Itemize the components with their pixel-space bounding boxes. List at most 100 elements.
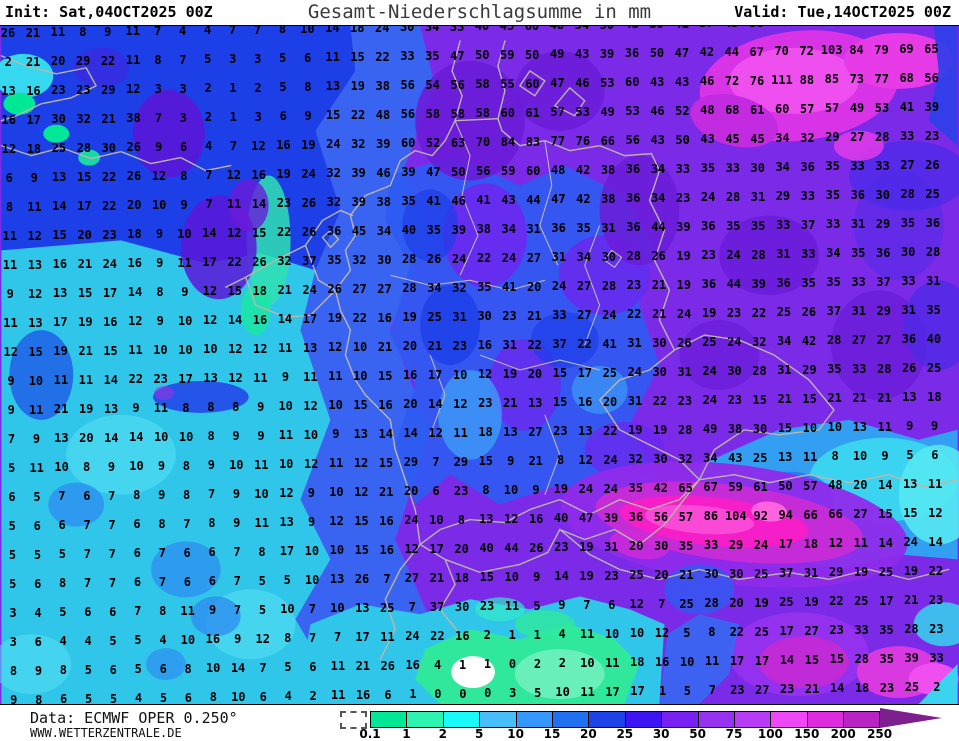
grid-value: 28 bbox=[677, 422, 693, 437]
grid-value: 50 bbox=[778, 479, 793, 494]
grid-value: 5 bbox=[33, 547, 42, 562]
scale-tick-label: 30 bbox=[652, 727, 670, 741]
grid-value: 10 bbox=[304, 543, 320, 558]
grid-value: 9 bbox=[181, 284, 189, 299]
grid-value: 21 bbox=[651, 277, 667, 292]
grid-value: 34 bbox=[775, 131, 790, 146]
grid-value: 2 bbox=[933, 680, 941, 695]
grid-value: 21 bbox=[427, 339, 443, 354]
grid-value: 12 bbox=[226, 167, 242, 182]
grid-value: 39 bbox=[351, 166, 366, 181]
grid-value: 66 bbox=[803, 507, 818, 522]
grid-value: 26 bbox=[0, 26, 16, 40]
grid-value: 6 bbox=[608, 597, 616, 612]
grid-value: 23 bbox=[102, 227, 117, 242]
grid-value: 4 bbox=[204, 139, 213, 154]
grid-value: 26 bbox=[529, 540, 544, 555]
grid-value: 3 bbox=[179, 81, 187, 96]
grid-value: 44 bbox=[724, 44, 740, 59]
grid-value: 7 bbox=[205, 168, 213, 183]
grid-value: 31 bbox=[677, 364, 692, 379]
grid-value: 11 bbox=[78, 372, 94, 387]
grid-value: 49 bbox=[600, 104, 615, 119]
grid-value: 39 bbox=[401, 165, 416, 180]
grid-value: 1 bbox=[458, 657, 467, 672]
grid-value: 19 bbox=[579, 568, 594, 583]
grid-value: 14 bbox=[129, 430, 144, 445]
grid-value: 37 bbox=[552, 337, 567, 352]
grid-value: 21 bbox=[651, 306, 667, 321]
grid-value: 21 bbox=[429, 571, 445, 586]
grid-value: 33 bbox=[852, 362, 867, 377]
grid-value: 30 bbox=[652, 335, 667, 350]
grid-value: 0 bbox=[459, 686, 467, 701]
grid-value: 8 bbox=[831, 449, 839, 464]
grid-value: 4 bbox=[434, 658, 442, 673]
grid-value: 53 bbox=[625, 104, 640, 119]
grid-value: 19 bbox=[701, 306, 717, 321]
grid-value: 16 bbox=[26, 83, 41, 98]
grid-value: 30 bbox=[51, 112, 66, 127]
grid-value: 11 bbox=[504, 599, 520, 613]
scale-tick-label: 25 bbox=[616, 727, 634, 741]
grid-value: 60 bbox=[500, 106, 515, 120]
scale-color-cell bbox=[807, 712, 845, 727]
grid-value: 29 bbox=[403, 455, 419, 470]
grid-value: 37 bbox=[826, 304, 842, 319]
grid-value: 48 bbox=[700, 103, 715, 118]
grid-value: 23 bbox=[726, 305, 742, 320]
grid-value: 10 bbox=[352, 340, 368, 355]
grid-value: 11 bbox=[704, 654, 720, 669]
grid-value: 26 bbox=[252, 254, 267, 269]
grid-value: 28 bbox=[875, 129, 890, 144]
grid-value: 39 bbox=[751, 276, 766, 291]
grid-value: 43 bbox=[649, 74, 665, 89]
grid-value: 60 bbox=[774, 102, 790, 117]
grid-value: 19 bbox=[53, 344, 68, 359]
grid-value: 5 bbox=[284, 660, 292, 675]
grid-value: 20 bbox=[402, 339, 418, 354]
grid-value: 43 bbox=[650, 132, 665, 147]
grid-value: 27 bbox=[528, 424, 543, 439]
grid-value: 16 bbox=[405, 658, 420, 673]
scale-color-cell bbox=[734, 712, 772, 727]
grid-value: 11 bbox=[330, 688, 346, 703]
grid-value: 24 bbox=[627, 365, 642, 380]
grid-value: 94 bbox=[778, 508, 793, 523]
grid-value: 13 bbox=[1, 84, 16, 98]
grid-value: 39 bbox=[603, 510, 619, 525]
grid-value: 29 bbox=[75, 53, 91, 68]
grid-value: 36 bbox=[551, 221, 566, 236]
grid-value: 29 bbox=[453, 454, 469, 469]
grid-value: 17 bbox=[26, 112, 41, 127]
grid-value: 24 bbox=[326, 137, 341, 152]
grid-value: 58 bbox=[475, 77, 490, 92]
state-borders bbox=[390, 120, 623, 495]
grid-value: 23 bbox=[701, 248, 716, 263]
grid-value: 32 bbox=[678, 451, 693, 466]
grid-value: 58 bbox=[425, 107, 441, 122]
grid-value: 35 bbox=[825, 188, 841, 203]
grid-value: 28 bbox=[925, 245, 941, 260]
grid-value: 58 bbox=[450, 106, 466, 121]
grid-value: 15 bbox=[52, 228, 67, 243]
grid-value: 27 bbox=[576, 278, 592, 293]
grid-value: 4 bbox=[203, 25, 212, 38]
grid-value: 36 bbox=[624, 46, 640, 61]
grid-value: 21 bbox=[804, 681, 820, 696]
grid-value: 34 bbox=[703, 451, 718, 466]
grid-value: 16 bbox=[276, 138, 291, 153]
grid-value: 7 bbox=[83, 517, 91, 532]
grid-value: 15 bbox=[252, 225, 267, 240]
grid-value: 19 bbox=[628, 423, 643, 438]
grid-value: 6 bbox=[208, 545, 216, 560]
grid-value: 6 bbox=[183, 574, 192, 589]
grid-value: 35 bbox=[628, 481, 643, 496]
grid-value: 65 bbox=[678, 480, 693, 495]
grid-value: 10 bbox=[205, 661, 221, 676]
grid-value: 5 bbox=[59, 605, 67, 620]
grid-value: 7 bbox=[108, 488, 116, 503]
grid-value: 18 bbox=[350, 25, 365, 36]
grid-value: 27 bbox=[900, 158, 915, 173]
grid-value: 14 bbox=[779, 653, 795, 668]
